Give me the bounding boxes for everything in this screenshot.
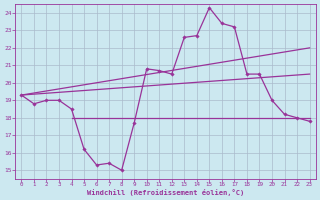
- X-axis label: Windchill (Refroidissement éolien,°C): Windchill (Refroidissement éolien,°C): [87, 189, 244, 196]
